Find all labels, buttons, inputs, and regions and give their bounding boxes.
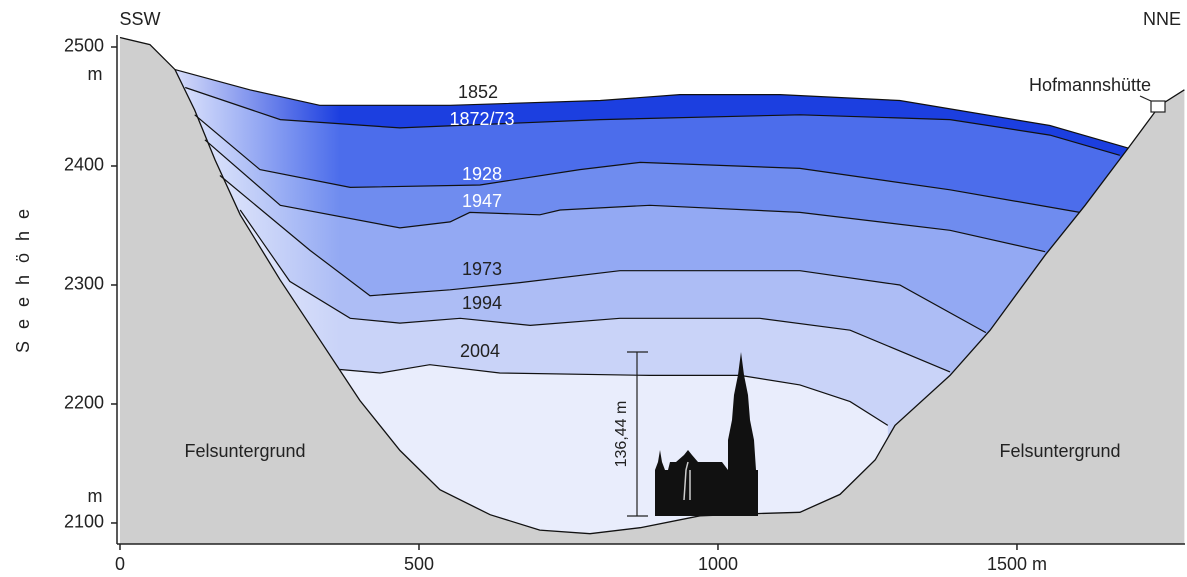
direction-left: SSW [119,9,160,29]
year-label: 1928 [462,164,502,184]
year-label: 1994 [462,293,502,313]
height-label: 136,44 m [613,401,630,468]
x-tick-label: 0 [115,554,125,574]
x-tick-label: 1000 [698,554,738,574]
hut-pointer [1140,96,1151,101]
y-tick-label: 2100 [64,512,104,532]
y-tick-label: 2500 [64,36,104,56]
y-unit: m [88,64,103,84]
hut-icon [1151,101,1165,112]
x-tick-label: 500 [404,554,434,574]
chart: 1852 1872/73 1928 1947 1973 1994 2004 136,44 m… [0,0,1187,577]
y-unit: m [88,486,103,506]
y-tick-label: 2200 [64,393,104,413]
year-label: 1872/73 [449,109,514,129]
hut-label: Hofmannshütte [1029,75,1151,95]
y-tick-label: 2400 [64,155,104,175]
x-tick-label: 1500 m [987,554,1047,574]
y-tick-label: 2300 [64,274,104,294]
year-label: 1852 [458,82,498,102]
y-axis-label: Seehöhe [13,197,33,353]
direction-right: NNE [1143,9,1181,29]
year-label: 2004 [460,341,500,361]
year-label: 1973 [462,259,502,279]
year-label: 1947 [462,191,502,211]
rock-label: Felsuntergrund [999,441,1120,461]
rock-label: Felsuntergrund [184,441,305,461]
